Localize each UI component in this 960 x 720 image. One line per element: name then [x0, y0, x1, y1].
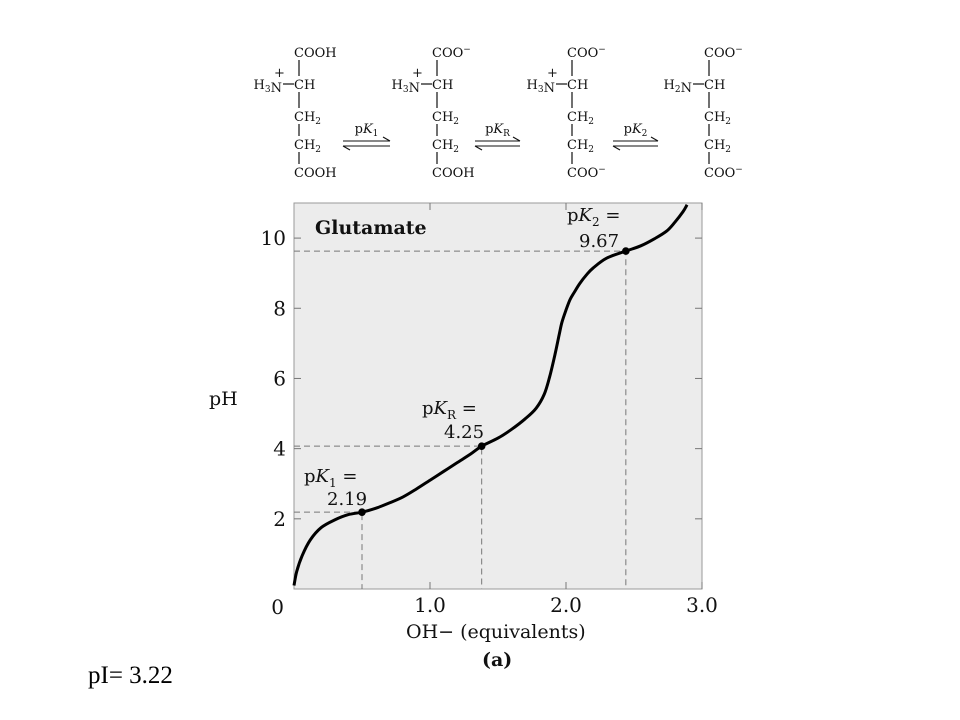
- y-tick-label: 10: [261, 226, 286, 250]
- side-chain-ch2: CH2: [704, 110, 731, 127]
- carboxyl-top: COO−: [432, 45, 471, 61]
- panel-label: (a): [482, 649, 512, 671]
- plot-area: [293, 202, 703, 590]
- y-tick-label: 6: [273, 366, 286, 390]
- amino-charge: +: [547, 66, 558, 81]
- amino-group: H2N: [664, 78, 692, 96]
- isoelectric-point-label: pI= 3.22: [88, 662, 173, 689]
- structure-panel: COOHH3N+CHCH2CH2COOHCOO−H3N+CHCH2CH2COOH…: [254, 45, 743, 181]
- amino-group: H3N: [392, 78, 420, 96]
- origin-label: 0: [271, 595, 284, 619]
- equilibrium-label: pK2: [624, 122, 648, 139]
- carboxyl-top: COO−: [704, 45, 743, 61]
- point-label-pKR: pKR =: [422, 398, 477, 422]
- amino-group: H3N: [527, 78, 555, 96]
- x-tick-label: 1.0: [414, 593, 446, 617]
- side-chain-ch2: CH2: [294, 138, 321, 155]
- y-tick-label: 8: [273, 296, 286, 320]
- carboxyl-side: COO−: [704, 165, 743, 181]
- side-chain-ch2: CH2: [567, 138, 594, 155]
- point-pK2: [622, 247, 630, 255]
- side-chain-ch2: CH2: [567, 110, 594, 127]
- x-axis-label: OH− (equivalents): [406, 621, 586, 643]
- alpha-carbon: CH: [294, 78, 315, 93]
- glutamate-form-2: COO− H3N+ CH CH2 CH2 COOH: [392, 45, 475, 181]
- side-chain-ch2: CH2: [294, 110, 321, 127]
- chart-title: Glutamate: [315, 217, 427, 239]
- amino-group: H3N: [254, 78, 282, 96]
- alpha-carbon: CH: [432, 78, 453, 93]
- equilibrium-label: pK1: [355, 122, 379, 139]
- point-value-pK1: 2.19: [327, 489, 367, 510]
- carboxyl-top: COO−: [567, 45, 606, 61]
- y-tick-label: 2: [273, 507, 286, 531]
- point-pKR: [477, 442, 486, 450]
- point-label-pK2: pK2 =: [567, 205, 620, 229]
- y-tick-label: 4: [273, 437, 286, 461]
- glutamate-form-3: COO− H3N+ CH CH2 CH2 COO−: [527, 45, 606, 181]
- y-axis-label: pH: [209, 388, 238, 410]
- side-chain-ch2: CH2: [704, 138, 731, 155]
- amino-charge: +: [412, 66, 423, 81]
- point-pK1: [358, 508, 366, 516]
- x-tick-label: 3.0: [686, 593, 718, 617]
- glutamate-form-4: COO− H2N CH CH2 CH2 COO−: [664, 45, 743, 181]
- carboxyl-side: COO−: [567, 165, 606, 181]
- equilibrium-pK2: pK2: [612, 122, 659, 151]
- point-value-pK2: 9.67: [579, 231, 619, 252]
- alpha-carbon: CH: [567, 78, 588, 93]
- guide-line-pKR: [294, 445, 483, 589]
- carboxyl-top: COOH: [294, 46, 337, 61]
- titration-curve: [292, 204, 689, 586]
- guide-line-pK1: [294, 511, 363, 589]
- amino-charge: +: [274, 66, 285, 81]
- equilibrium-pK1: pK1: [342, 122, 391, 151]
- side-chain-ch2: CH2: [432, 138, 459, 155]
- glutamate-form-1: COOH H3N+ CH CH2 CH2 COOH: [254, 46, 337, 181]
- carboxyl-side: COOH: [432, 166, 475, 181]
- carboxyl-side: COOH: [294, 166, 337, 181]
- point-value-pKR: 4.25: [444, 422, 484, 443]
- side-chain-ch2: CH2: [432, 110, 459, 127]
- x-tick-label: 2.0: [550, 593, 582, 617]
- point-label-pK1: pK1 =: [304, 466, 357, 490]
- equilibrium-label: pKR: [485, 122, 510, 139]
- alpha-carbon: CH: [704, 78, 725, 93]
- equilibrium-pKR: pKR: [474, 122, 521, 151]
